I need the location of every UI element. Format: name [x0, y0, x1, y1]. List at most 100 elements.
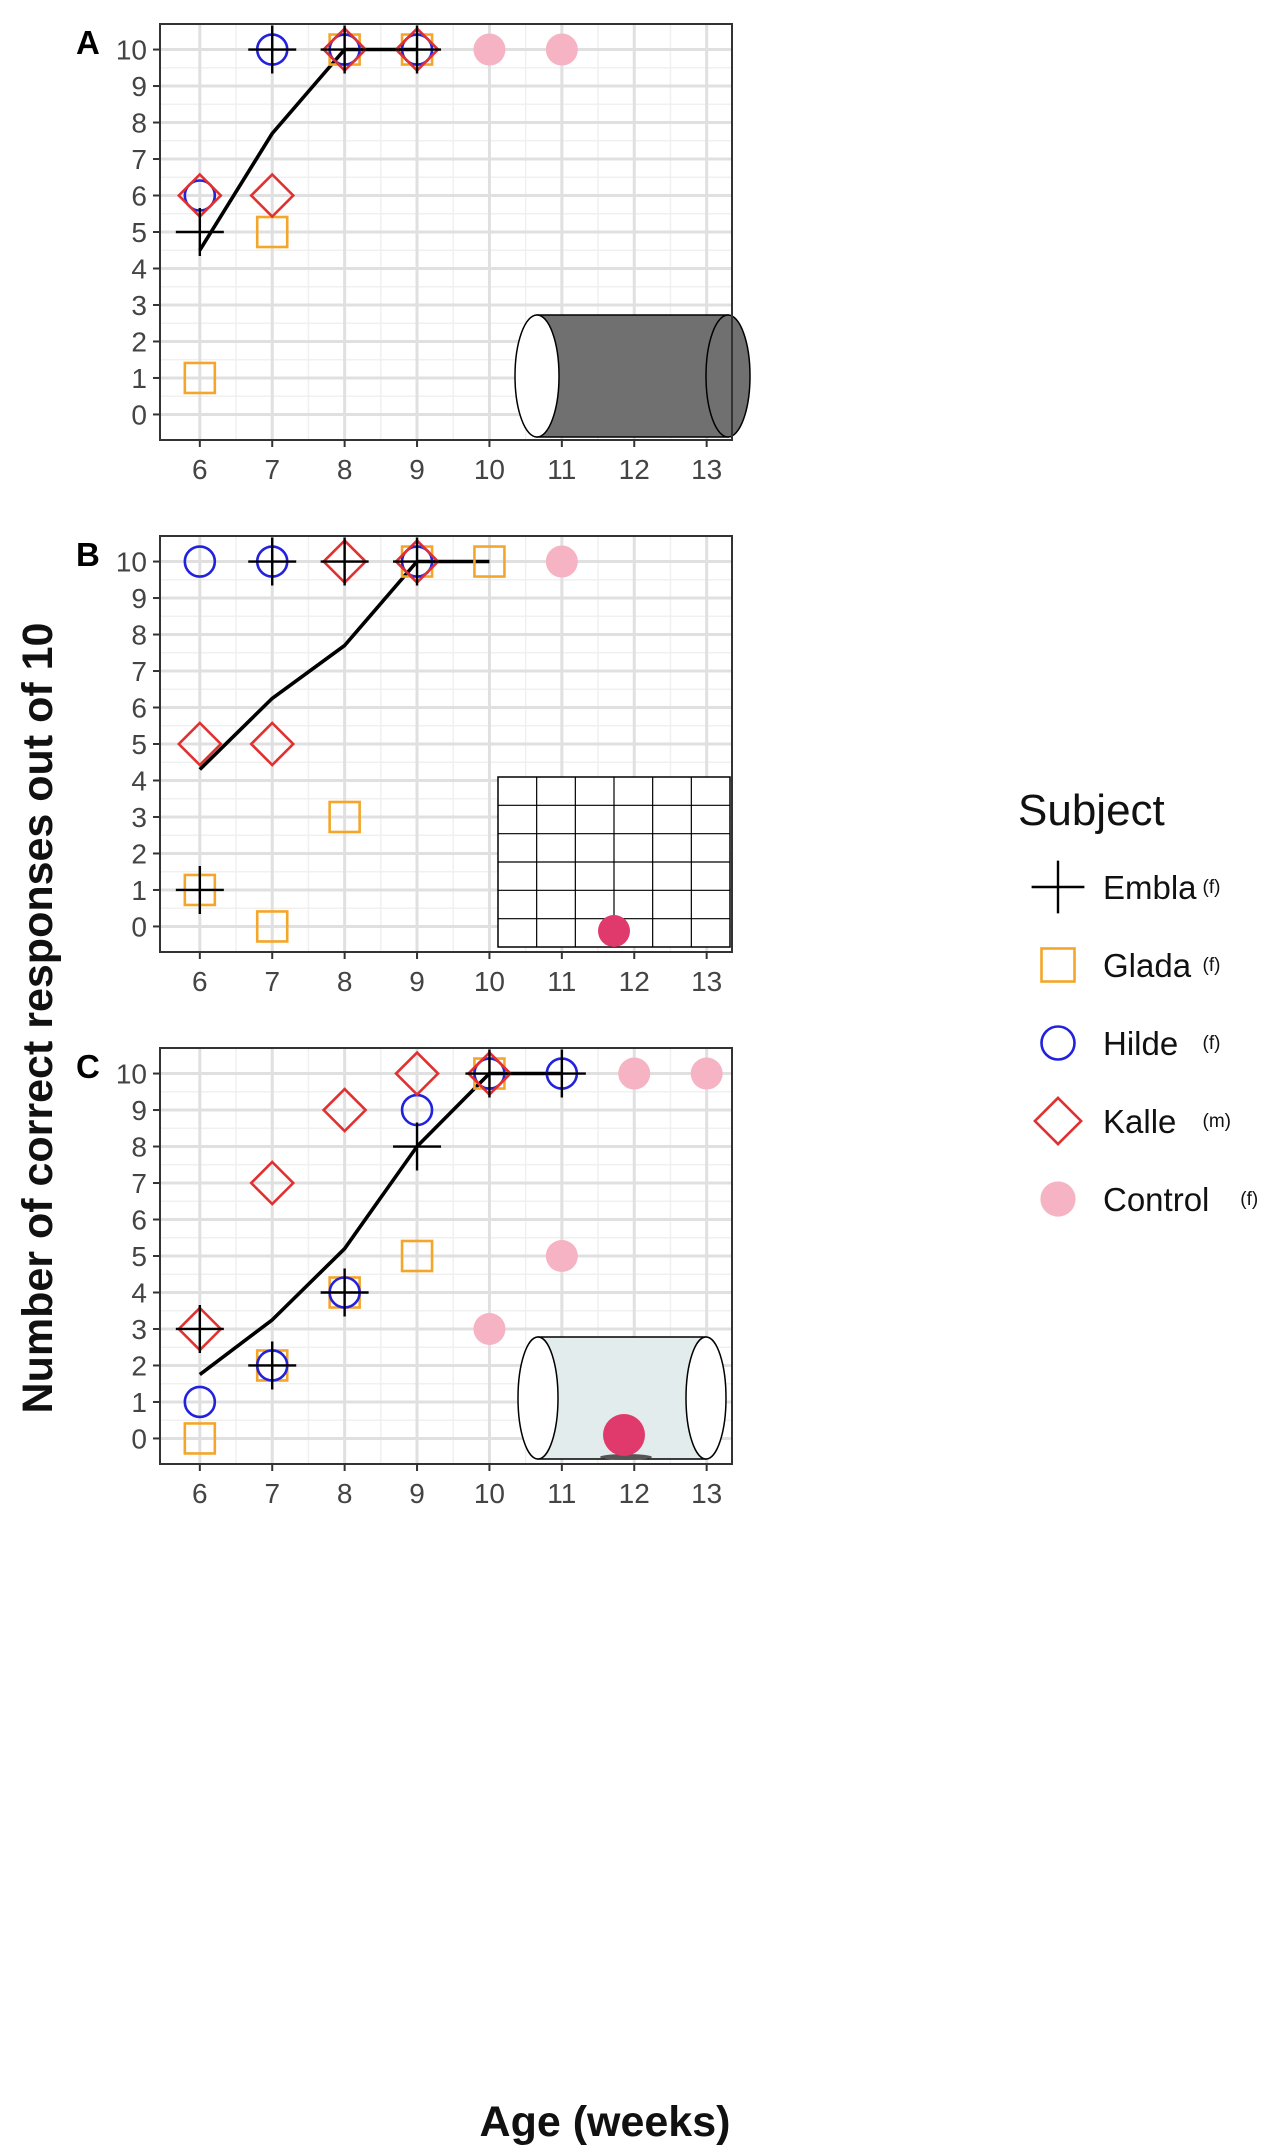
- panel-label: B: [76, 536, 100, 573]
- point-embla: [248, 1341, 297, 1390]
- point-embla: [175, 1304, 224, 1353]
- point-embla: [320, 537, 369, 586]
- tube-opening: [517, 1336, 559, 1460]
- x-axis-title: Age (weeks): [480, 2098, 731, 2146]
- x-tick-label: 10: [474, 454, 505, 485]
- y-axis-title: Number of correct responses out of 10: [14, 623, 62, 1414]
- y-tick-label: 9: [131, 583, 147, 614]
- legend-sex: (f): [1203, 955, 1221, 976]
- legend-title: Subject: [1018, 786, 1165, 835]
- legend: Subject Embla (f) Glada (f) Hilde (f) Kalle (m)…: [1018, 786, 1258, 1218]
- y-tick-label: 8: [131, 1132, 147, 1163]
- x-tick-label: 6: [192, 1478, 208, 1509]
- legend-key-control: [1040, 1181, 1076, 1217]
- point-glada: [183, 1422, 217, 1455]
- point-embla: [465, 1049, 514, 1098]
- panel-label: C: [76, 1048, 100, 1085]
- x-tick-label: 9: [409, 454, 425, 485]
- y-tick-label: 5: [131, 217, 147, 248]
- y-tick-label: 2: [131, 1350, 147, 1381]
- legend-entry-glada: Glada (f): [1040, 947, 1221, 984]
- legend-label: Glada: [1103, 947, 1192, 984]
- y-tick-label: 10: [116, 35, 147, 66]
- legend-key-embla: [1031, 860, 1085, 914]
- x-tick-label: 9: [409, 1478, 425, 1509]
- point-embla: [175, 208, 224, 256]
- point-control: [618, 1057, 651, 1090]
- y-tick-label: 0: [131, 399, 147, 430]
- x-tick-label: 10: [474, 1478, 505, 1509]
- tube-end: [685, 1336, 727, 1460]
- point-kalle: [249, 1160, 296, 1206]
- legend-entry-embla: Embla (f): [1031, 860, 1220, 914]
- point-embla: [175, 865, 224, 914]
- point-hilde: [183, 545, 217, 578]
- inset-opaque-tube: [514, 314, 751, 438]
- x-tick-label: 13: [691, 454, 722, 485]
- y-tick-label: 7: [131, 144, 147, 175]
- y-tick-label: 7: [131, 1168, 147, 1199]
- x-tick-label: 7: [264, 454, 280, 485]
- point-embla: [393, 537, 442, 586]
- point-kalle: [249, 721, 296, 767]
- x-tick-label: 11: [547, 454, 576, 485]
- trend-line: [198, 47, 417, 252]
- y-tick-label: 2: [131, 838, 147, 869]
- point-embla: [537, 1049, 586, 1098]
- y-tick-label: 4: [131, 253, 147, 284]
- y-tick-label: 3: [131, 1314, 147, 1345]
- y-tick-label: 4: [131, 765, 147, 796]
- y-tick-label: 5: [131, 729, 147, 760]
- tube-opening: [514, 314, 560, 438]
- trend-line: [198, 559, 490, 771]
- point-kalle: [394, 1050, 440, 1097]
- point-embla: [320, 25, 369, 74]
- y-tick-label: 9: [131, 71, 147, 102]
- y-tick-label: 3: [131, 802, 147, 833]
- point-kalle: [249, 172, 296, 219]
- y-tick-label: 5: [131, 1241, 147, 1272]
- point-embla: [393, 25, 442, 74]
- y-tick-label: 1: [131, 875, 147, 906]
- y-tick-label: 1: [131, 1387, 147, 1418]
- legend-sex: (f): [1203, 1033, 1221, 1054]
- point-kalle: [321, 1087, 368, 1133]
- y-tick-label: 3: [131, 290, 147, 321]
- legend-label: Hilde: [1103, 1025, 1178, 1062]
- point-control: [473, 1312, 506, 1345]
- x-tick-label: 12: [619, 1478, 650, 1509]
- x-tick-label: 12: [619, 966, 650, 997]
- x-tick-label: 9: [409, 966, 425, 997]
- inset-transparent-tube: [517, 1336, 727, 1460]
- y-tick-label: 1: [131, 363, 147, 394]
- ball-shadow: [600, 1454, 652, 1460]
- x-tick-label: 8: [337, 454, 353, 485]
- point-embla: [393, 1122, 442, 1171]
- x-tick-label: 10: [474, 966, 505, 997]
- y-tick-label: 6: [131, 693, 147, 724]
- target-ball: [598, 915, 630, 947]
- legend-label: Kalle: [1103, 1103, 1176, 1140]
- point-control: [545, 1240, 578, 1272]
- point-embla: [248, 25, 297, 74]
- point-glada: [328, 800, 361, 834]
- point-control: [473, 33, 506, 66]
- legend-label: Embla: [1103, 869, 1197, 906]
- y-tick-label: 8: [131, 108, 147, 139]
- y-tick-label: 6: [131, 1205, 147, 1236]
- y-tick-label: 4: [131, 1277, 147, 1308]
- target-ball: [603, 1414, 645, 1456]
- y-tick-label: 2: [131, 326, 147, 357]
- x-tick-label: 8: [337, 966, 353, 997]
- x-tick-label: 12: [619, 454, 650, 485]
- y-tick-label: 6: [131, 181, 147, 212]
- point-glada: [473, 545, 506, 578]
- legend-key-glada: [1040, 947, 1076, 983]
- x-tick-label: 11: [547, 966, 576, 997]
- panel-label: A: [76, 24, 100, 61]
- legend-key-kalle: [1033, 1096, 1083, 1146]
- y-tick-label: 9: [131, 1095, 147, 1126]
